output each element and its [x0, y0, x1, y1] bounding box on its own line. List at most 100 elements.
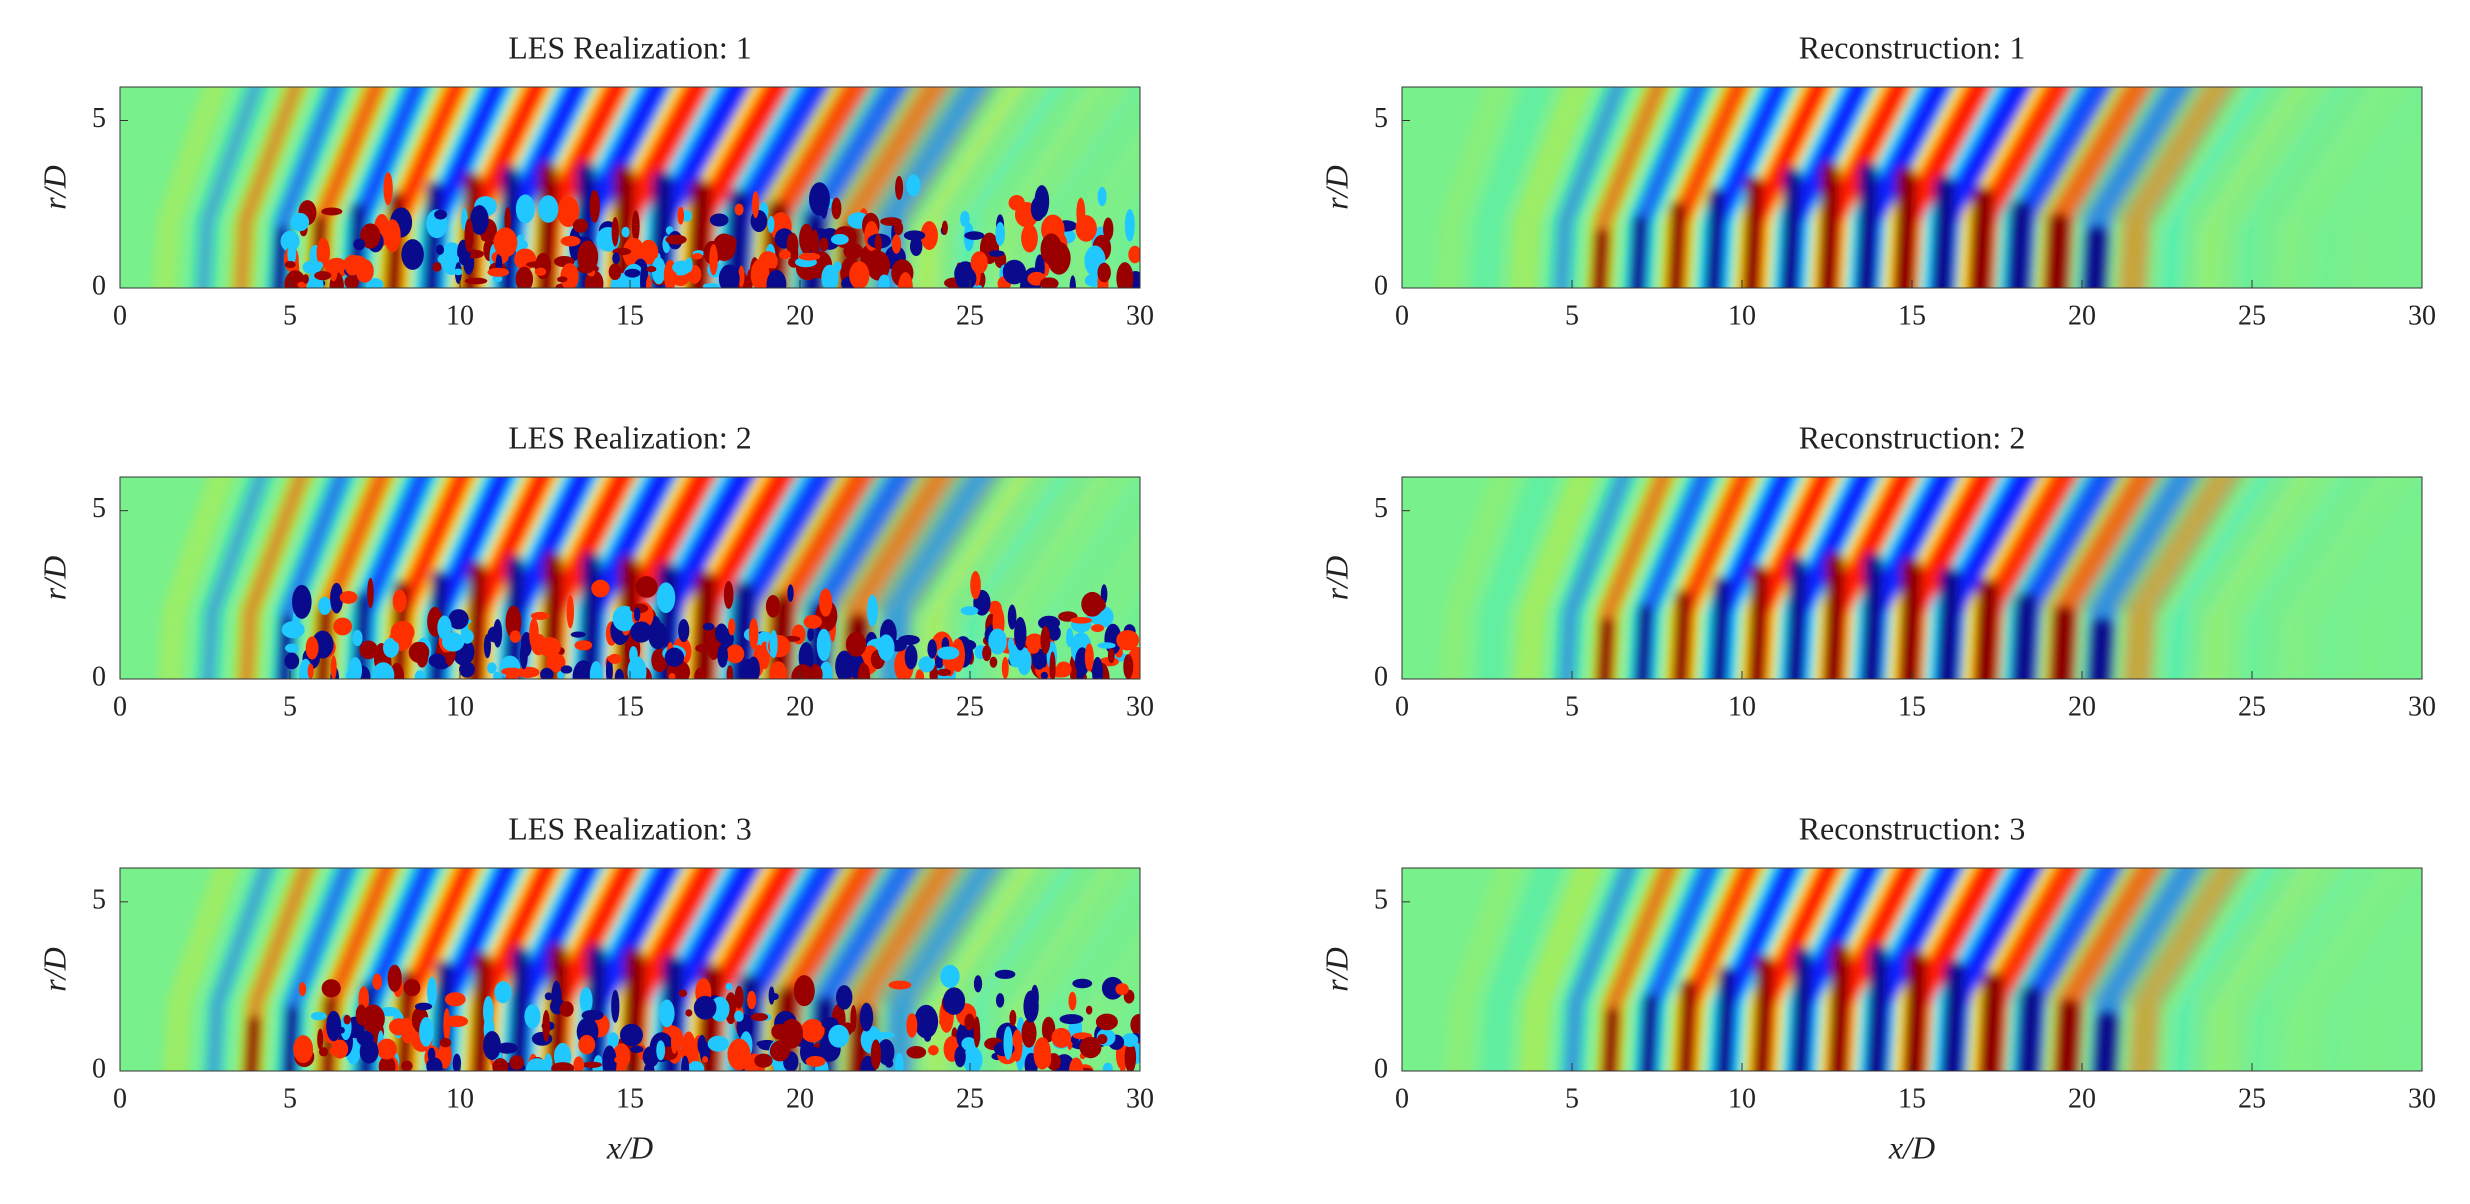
wave-core: [1969, 186, 1994, 288]
turbulence: [748, 618, 759, 650]
turbulence: [515, 194, 535, 224]
turbulence: [631, 238, 644, 260]
turbulence: [734, 985, 744, 1009]
turbulence: [631, 210, 640, 243]
turbulence: [573, 1056, 585, 1071]
turbulence: [388, 1018, 411, 1036]
turbulence: [530, 611, 550, 620]
turbulence: [734, 1010, 744, 1022]
turbulence: [534, 267, 547, 276]
turbulence: [898, 272, 913, 288]
turbulence: [934, 654, 943, 669]
turbulence: [859, 1002, 874, 1032]
turbulence: [629, 646, 638, 664]
turbulence: [831, 197, 842, 220]
turbulence: [903, 230, 926, 241]
x-tick-label: 30: [2408, 300, 2436, 331]
wave-core: [725, 189, 750, 288]
turbulence: [1097, 642, 1116, 649]
turbulence: [694, 667, 706, 679]
wave-core: [1715, 966, 1735, 1071]
turbulence: [435, 244, 444, 256]
wave-core: [1941, 959, 1966, 1071]
turbulence: [359, 640, 378, 660]
turbulence: [1107, 648, 1115, 664]
wave-core: [2050, 605, 2076, 679]
turbulence: [486, 662, 497, 674]
wave-main: [2127, 868, 2249, 1071]
turbulence: [448, 609, 469, 630]
turbulence: [557, 196, 580, 228]
turbulence: [715, 623, 729, 643]
turbulence: [803, 614, 822, 629]
panel-title: Reconstruction: 3: [1799, 810, 2026, 846]
turbulence: [496, 1042, 518, 1054]
turbulence: [292, 584, 312, 619]
turbulence: [686, 1061, 705, 1071]
turbulence: [428, 653, 446, 668]
wave-core: [470, 951, 492, 1071]
turbulence: [1021, 223, 1038, 253]
turbulence: [483, 1031, 501, 1060]
turbulence: [280, 230, 300, 252]
turbulence: [298, 982, 307, 997]
turbulence: [355, 1004, 367, 1026]
turbulence: [318, 596, 332, 615]
x-tick-label: 15: [1898, 691, 1926, 722]
wave-core: [2007, 199, 2032, 288]
x-tick-label: 5: [1565, 1083, 1579, 1114]
turbulence: [1115, 983, 1129, 996]
turbulence: [1040, 626, 1051, 655]
turbulence: [668, 673, 676, 679]
turbulence: [646, 266, 657, 273]
turbulence: [659, 999, 675, 1028]
wave-core: [1898, 557, 1922, 679]
x-tick-label: 30: [1126, 1083, 1154, 1114]
x-tick-label: 10: [1728, 1083, 1756, 1114]
wave-halo: [1445, 868, 1522, 1071]
turbulence: [1032, 648, 1047, 670]
turbulence: [607, 1032, 619, 1048]
turbulence: [376, 1038, 397, 1060]
turbulence: [359, 1039, 379, 1064]
x-tick-label: 30: [1126, 300, 1154, 331]
turbulence: [509, 630, 521, 643]
wave-halo: [1519, 868, 1604, 1071]
wave-halo: [2256, 87, 2414, 288]
wave-halo: [1096, 939, 1140, 1071]
turbulence: [293, 1035, 314, 1064]
turbulence: [1097, 186, 1107, 207]
wave-core: [465, 561, 486, 679]
x-tick-label: 0: [113, 1083, 127, 1114]
turbulence: [1007, 637, 1015, 653]
wave-main: [1552, 87, 1628, 288]
x-tick-label: 10: [446, 691, 474, 722]
turbulence: [577, 240, 599, 274]
turbulence: [1039, 277, 1059, 288]
turbulence: [589, 189, 600, 223]
turbulence: [734, 203, 744, 216]
turbulence: [635, 576, 658, 598]
turbulence: [1130, 1014, 1140, 1036]
turbulence: [556, 276, 568, 283]
turbulence: [1081, 591, 1104, 617]
x-tick-label: 30: [2408, 691, 2436, 722]
turbulence: [695, 644, 709, 653]
turbulence: [310, 1011, 327, 1021]
turbulence: [656, 1040, 666, 1061]
turbulence: [459, 661, 475, 678]
turbulence: [1055, 661, 1072, 678]
panel-title: Reconstruction: 1: [1799, 29, 2026, 65]
turbulence: [378, 1055, 396, 1071]
turbulence: [677, 206, 685, 225]
turbulence: [612, 252, 620, 265]
wave-core: [649, 170, 673, 288]
wave-core: [621, 948, 645, 1071]
turbulence: [1040, 671, 1048, 679]
turbulence: [329, 258, 338, 282]
turbulence: [607, 653, 622, 664]
y-axis-label: r/D: [36, 556, 72, 600]
turbulence: [1079, 1036, 1102, 1059]
turbulence: [1124, 209, 1135, 242]
turbulence: [845, 631, 867, 657]
